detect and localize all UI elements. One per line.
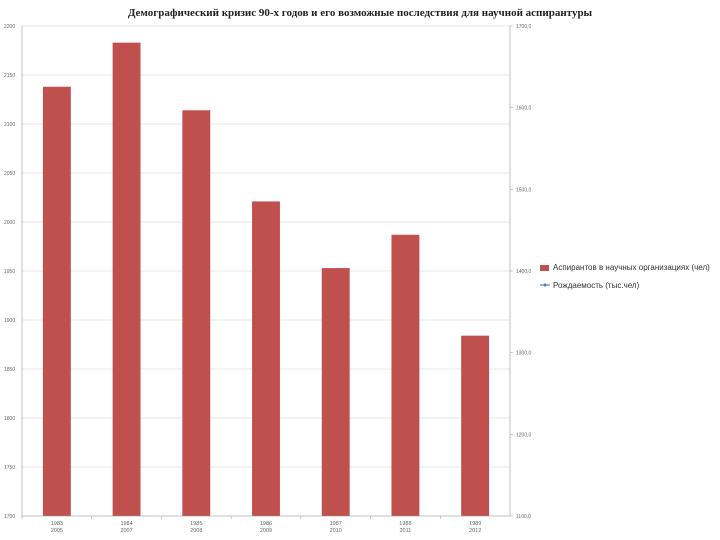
chart-title: Демографический кризис 90-х годов и его … [128,7,593,19]
x-tick-label-top: 1988 [399,521,411,527]
bar [182,110,211,516]
legend-marker-line [543,283,547,287]
left-axis-tick-label: 2100 [4,122,15,128]
x-tick-label-top: 1985 [190,521,202,527]
left-axis-tick-label: 1950 [4,269,15,275]
x-tick-label-top: 1987 [330,521,342,527]
right-axis-tick-label: 1200,0 [516,432,532,438]
left-axis-tick-label: 2200 [4,24,15,30]
right-axis-tick-label: 1600,0 [516,106,532,112]
bar [252,201,280,517]
x-tick-label-top: 1989 [469,521,481,527]
right-axis-tick-label: 1700,0 [516,24,532,30]
left-axis-tick-label: 1900 [4,318,15,324]
x-tick-label-top: 1986 [260,521,272,527]
bar [391,234,420,517]
bar [321,268,350,516]
x-tick-label-bottom: 2011 [400,528,412,534]
x-tick-label-bottom: 2009 [260,528,272,534]
x-tick-label-bottom: 2008 [190,528,202,534]
left-axis-tick-label: 1750 [4,465,15,471]
left-axis-tick-label: 1700 [4,514,15,520]
bar-series [42,42,490,517]
left-axis-tick-label: 2050 [4,171,15,177]
left-axis-tick-label: 1850 [4,367,15,373]
right-axis-tick-label: 1500,0 [516,187,532,193]
right-axis-tick-label: 1100,0 [516,514,531,520]
bar [461,335,490,516]
legend-swatch-bars [540,265,549,271]
x-tick-label-bottom: 2005 [51,528,63,534]
x-tick-label-top: 1984 [120,521,132,527]
bar [112,42,141,516]
legend-label-bars: Аспирантов в научных организациях (чел) [553,263,710,272]
right-axis-tick-label: 1300,0 [516,351,532,357]
left-axis-tick-label: 1800 [4,416,15,422]
bar [42,86,71,516]
x-tick-label-bottom: 2012 [469,528,481,534]
x-tick-label-bottom: 2010 [330,528,342,534]
x-tick-label-top: 1983 [51,521,63,527]
legend-label-line: Рождаемость (тыс.чел) [553,281,640,290]
left-axis-tick-label: 2000 [4,220,15,226]
legend: Аспирантов в научных организациях (чел) Р… [540,263,710,290]
x-tick-label-bottom: 2007 [120,528,132,534]
right-axis-tick-label: 1400,0 [516,269,532,275]
axes: 1700 1750 1800 1850 1900 1950 2000 2050 2100 2150… [4,24,532,534]
left-axis-tick-label: 2150 [4,73,15,79]
